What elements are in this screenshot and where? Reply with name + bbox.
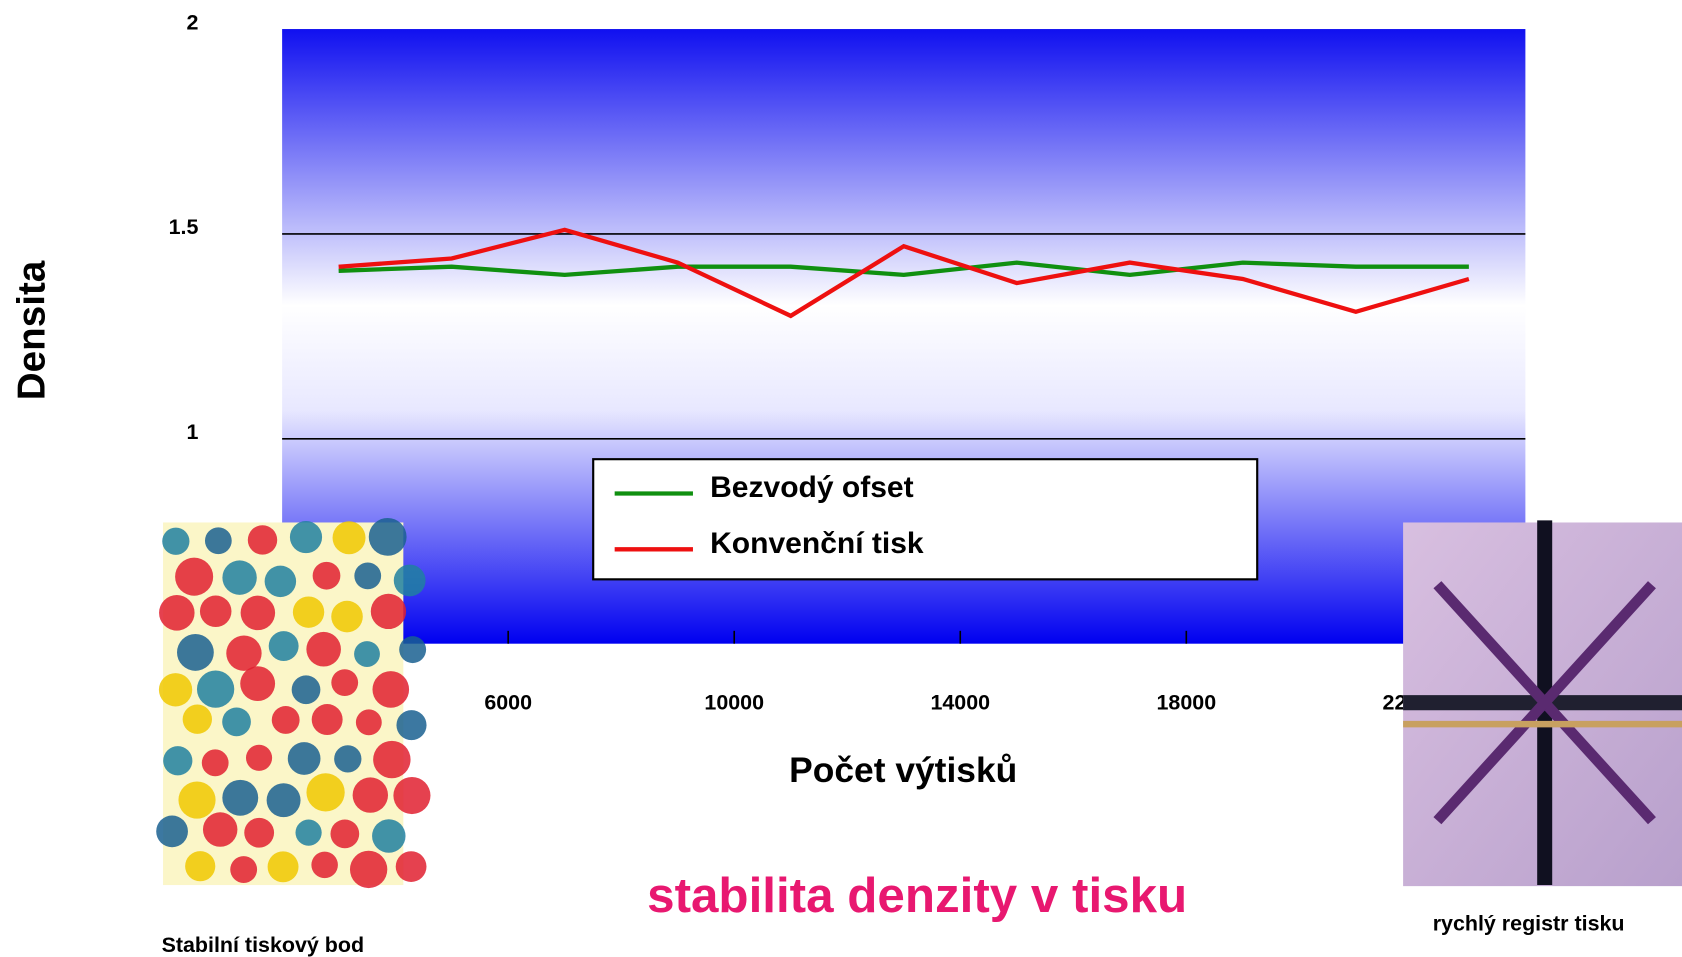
halftone-dot xyxy=(393,777,430,814)
x-tick-label: 10000 xyxy=(704,690,764,714)
halftone-dot xyxy=(354,563,381,590)
image-caption: rychlý registr tisku xyxy=(1433,911,1625,935)
halftone-dot xyxy=(222,560,256,594)
halftone-dot xyxy=(244,818,274,848)
halftone-dot xyxy=(306,773,344,811)
halftone-dot xyxy=(354,641,380,667)
halftone-dot xyxy=(240,666,275,701)
halftone-dot xyxy=(269,631,299,661)
halftone-dot xyxy=(372,819,405,852)
halftone-dot xyxy=(295,820,321,846)
y-tick-label: 1.5 xyxy=(169,215,199,239)
halftone-dot xyxy=(369,518,407,556)
halftone-dot xyxy=(185,851,215,881)
x-tick-label: 14000 xyxy=(930,690,990,714)
halftone-dot xyxy=(312,704,343,735)
halftone-dot xyxy=(331,601,363,633)
halftone-dot xyxy=(197,670,234,707)
halftone-dot xyxy=(267,783,301,817)
halftone-dot xyxy=(183,705,212,734)
chart-title: stabilita denzity v tisku xyxy=(647,868,1187,923)
halftone-dot xyxy=(333,521,366,554)
halftone-dot xyxy=(372,671,409,708)
image-caption: Stabilní tiskový bod xyxy=(162,933,365,957)
halftone-dot xyxy=(230,856,257,883)
y-tick-label: 1 xyxy=(187,420,199,444)
x-axis-label: Počet výtisků xyxy=(789,751,1017,790)
legend: Bezvodý ofset Konvenční tisk xyxy=(593,459,1257,579)
chart: 0.511.52600010000140001800022000 Bezvodý… xyxy=(0,0,1682,957)
halftone-dot xyxy=(396,851,427,882)
legend-box xyxy=(593,459,1257,579)
y-axis-label: Densita xyxy=(11,260,54,400)
halftone-dot xyxy=(396,710,426,740)
halftone-dot xyxy=(350,851,387,888)
legend-label: Bezvodý ofset xyxy=(710,471,913,504)
legend-label: Konvenční tisk xyxy=(710,527,924,560)
halftone-dot xyxy=(178,781,215,818)
halftone-dot xyxy=(226,636,261,671)
halftone-dot xyxy=(356,709,382,735)
halftone-dot xyxy=(248,525,277,554)
halftone-dot xyxy=(331,669,358,696)
halftone-dot xyxy=(313,562,341,590)
halftone-dot xyxy=(293,596,324,627)
halftone-dot xyxy=(288,742,321,775)
halftone-dot xyxy=(202,749,229,776)
halftone-dot xyxy=(205,527,232,554)
register-photo xyxy=(1403,520,1682,886)
halftone-dot xyxy=(265,566,296,597)
halftone-photo xyxy=(156,518,430,888)
halftone-dot xyxy=(156,815,188,847)
halftone-dot xyxy=(371,594,406,629)
halftone-dot xyxy=(222,780,258,816)
halftone-dot xyxy=(330,819,359,848)
halftone-dot xyxy=(292,675,321,704)
halftone-dot xyxy=(241,596,276,631)
halftone-dot xyxy=(200,596,232,628)
halftone-dot xyxy=(177,634,214,671)
halftone-dot xyxy=(163,746,192,775)
halftone-dot xyxy=(373,741,410,778)
halftone-dot xyxy=(334,745,361,772)
halftone-dot xyxy=(203,812,237,846)
y-tick-label: 2 xyxy=(187,10,199,34)
halftone-dot xyxy=(246,745,272,771)
halftone-dot xyxy=(306,632,341,667)
x-tick-label: 6000 xyxy=(484,690,532,714)
halftone-dot xyxy=(162,528,189,555)
halftone-dot xyxy=(353,777,388,812)
halftone-dot xyxy=(222,707,251,736)
halftone-dot xyxy=(290,521,322,553)
halftone-dot xyxy=(394,565,426,597)
page: {"chart_data": {"type": "line", "y_label… xyxy=(0,0,1682,957)
halftone-dot xyxy=(399,636,426,663)
halftone-dot xyxy=(311,852,338,879)
halftone-dot xyxy=(159,595,195,631)
x-tick-label: 18000 xyxy=(1157,690,1217,714)
halftone-dot xyxy=(272,706,300,734)
halftone-dot xyxy=(175,558,213,596)
halftone-dot xyxy=(159,673,192,706)
halftone-dot xyxy=(268,851,299,882)
